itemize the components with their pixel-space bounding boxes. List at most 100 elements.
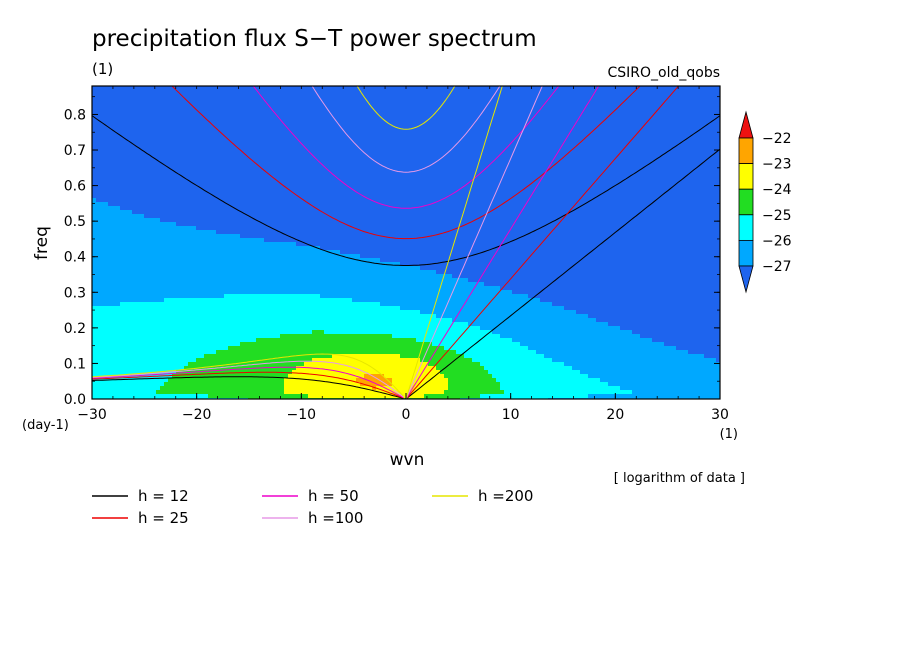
colorbar-label: −25: [762, 208, 792, 224]
y-tick-label: 0.0: [64, 392, 86, 408]
field-cell: [92, 214, 145, 219]
field-cell: [256, 338, 417, 343]
legend-label: h =100: [308, 509, 363, 527]
field-cell: [400, 262, 720, 267]
field-cell: [92, 194, 720, 199]
field-cell: [92, 310, 421, 315]
field-cell: [492, 374, 589, 379]
field-cell: [120, 206, 720, 211]
field-cell: [588, 394, 720, 399]
field-cell: [596, 318, 720, 323]
field-cell: [620, 326, 720, 331]
dispersion-curve: [252, 86, 560, 209]
colorbar-label: −24: [762, 182, 792, 198]
x-axis-label: wvn: [390, 450, 425, 470]
field-cell: [688, 350, 720, 355]
field-cell: [488, 370, 581, 375]
field-cell: [160, 218, 720, 223]
legend-label: h = 25: [138, 509, 189, 527]
model-label: CSIRO_old_qobs: [607, 65, 720, 81]
legend-label: h =200: [478, 487, 533, 505]
field-cell: [164, 298, 353, 303]
field-cell: [392, 378, 449, 383]
field-cell: [240, 234, 720, 239]
field-cell: [92, 94, 720, 99]
field-cell: [92, 126, 720, 131]
field-cell: [92, 274, 453, 279]
y-tick-label: 0.4: [64, 250, 86, 266]
field-cell: [456, 350, 537, 355]
field-cell: [480, 362, 565, 367]
field-cell: [448, 382, 501, 387]
field-cell: [160, 386, 285, 391]
field-cell: [92, 330, 313, 335]
dispersion-curve: [92, 376, 404, 399]
field-cell: [164, 382, 285, 387]
field-cell: [472, 358, 553, 363]
field-cell: [92, 366, 185, 371]
field-cell: [676, 346, 720, 351]
field-cell: [324, 330, 493, 335]
field-cell: [540, 298, 720, 303]
field-cell: [92, 218, 161, 223]
field-cell: [92, 150, 720, 155]
dispersion-curve: [92, 360, 404, 398]
field-cell: [296, 242, 720, 247]
title-units: (1): [92, 60, 113, 78]
dispersion-curve: [171, 86, 641, 240]
field-cell: [444, 390, 505, 395]
field-cell: [528, 346, 677, 351]
field-cell: [92, 110, 720, 115]
field-cell: [92, 334, 281, 339]
field-cell: [92, 378, 169, 383]
field-cell: [500, 382, 609, 387]
field-cell: [392, 334, 501, 339]
field-cell: [520, 342, 665, 347]
field-cell: [216, 230, 720, 235]
field-cell: [92, 358, 197, 363]
field-cell: [92, 390, 157, 395]
field-cell: [652, 338, 720, 343]
field-cell: [356, 378, 393, 383]
field-cell: [496, 378, 601, 383]
field-cell: [92, 118, 720, 123]
field-cell: [92, 202, 109, 207]
colorbar-label: −22: [762, 131, 792, 147]
field-cell: [504, 390, 633, 395]
field-cell: [92, 282, 485, 287]
colorbar-label: −27: [762, 259, 792, 275]
field-cell: [92, 394, 209, 399]
field-cell: [92, 158, 720, 163]
field-cell: [92, 314, 437, 319]
field-cell: [92, 186, 720, 191]
legend-label: h = 50: [308, 487, 359, 505]
field-cell: [92, 346, 229, 351]
colorbar-box: [738, 188, 754, 216]
field-cell: [176, 222, 720, 227]
x-tick-label: 10: [502, 407, 520, 423]
y-tick-label: 0.6: [64, 179, 86, 195]
dispersion-curve: [356, 86, 456, 130]
legend: h = 12 h = 25 h = 50 h =100 h =200: [92, 487, 533, 527]
field-cell: [284, 378, 357, 383]
field-cell: [364, 374, 385, 379]
field-cell: [168, 378, 285, 383]
field-cell: [312, 330, 325, 335]
y-tick-label: 0.8: [64, 107, 86, 123]
field-cell: [92, 142, 720, 147]
field-cell: [632, 330, 720, 335]
field-cell: [92, 382, 165, 387]
field-cell: [512, 290, 720, 295]
field-cell: [284, 382, 361, 387]
field-cell: [384, 374, 445, 379]
field-cell: [452, 274, 720, 279]
dispersion-curve: [405, 86, 503, 399]
colorbar-label: −23: [762, 157, 792, 173]
y-axis: 0.0 0.1 0.2 0.3 0.4 0.5 0.6 0.7 0.8: [64, 96, 720, 408]
field-cell: [308, 394, 425, 399]
field-cell: [92, 122, 720, 127]
field-cell: [512, 338, 653, 343]
colorbar-box: [738, 163, 754, 190]
field-cell: [92, 174, 720, 179]
